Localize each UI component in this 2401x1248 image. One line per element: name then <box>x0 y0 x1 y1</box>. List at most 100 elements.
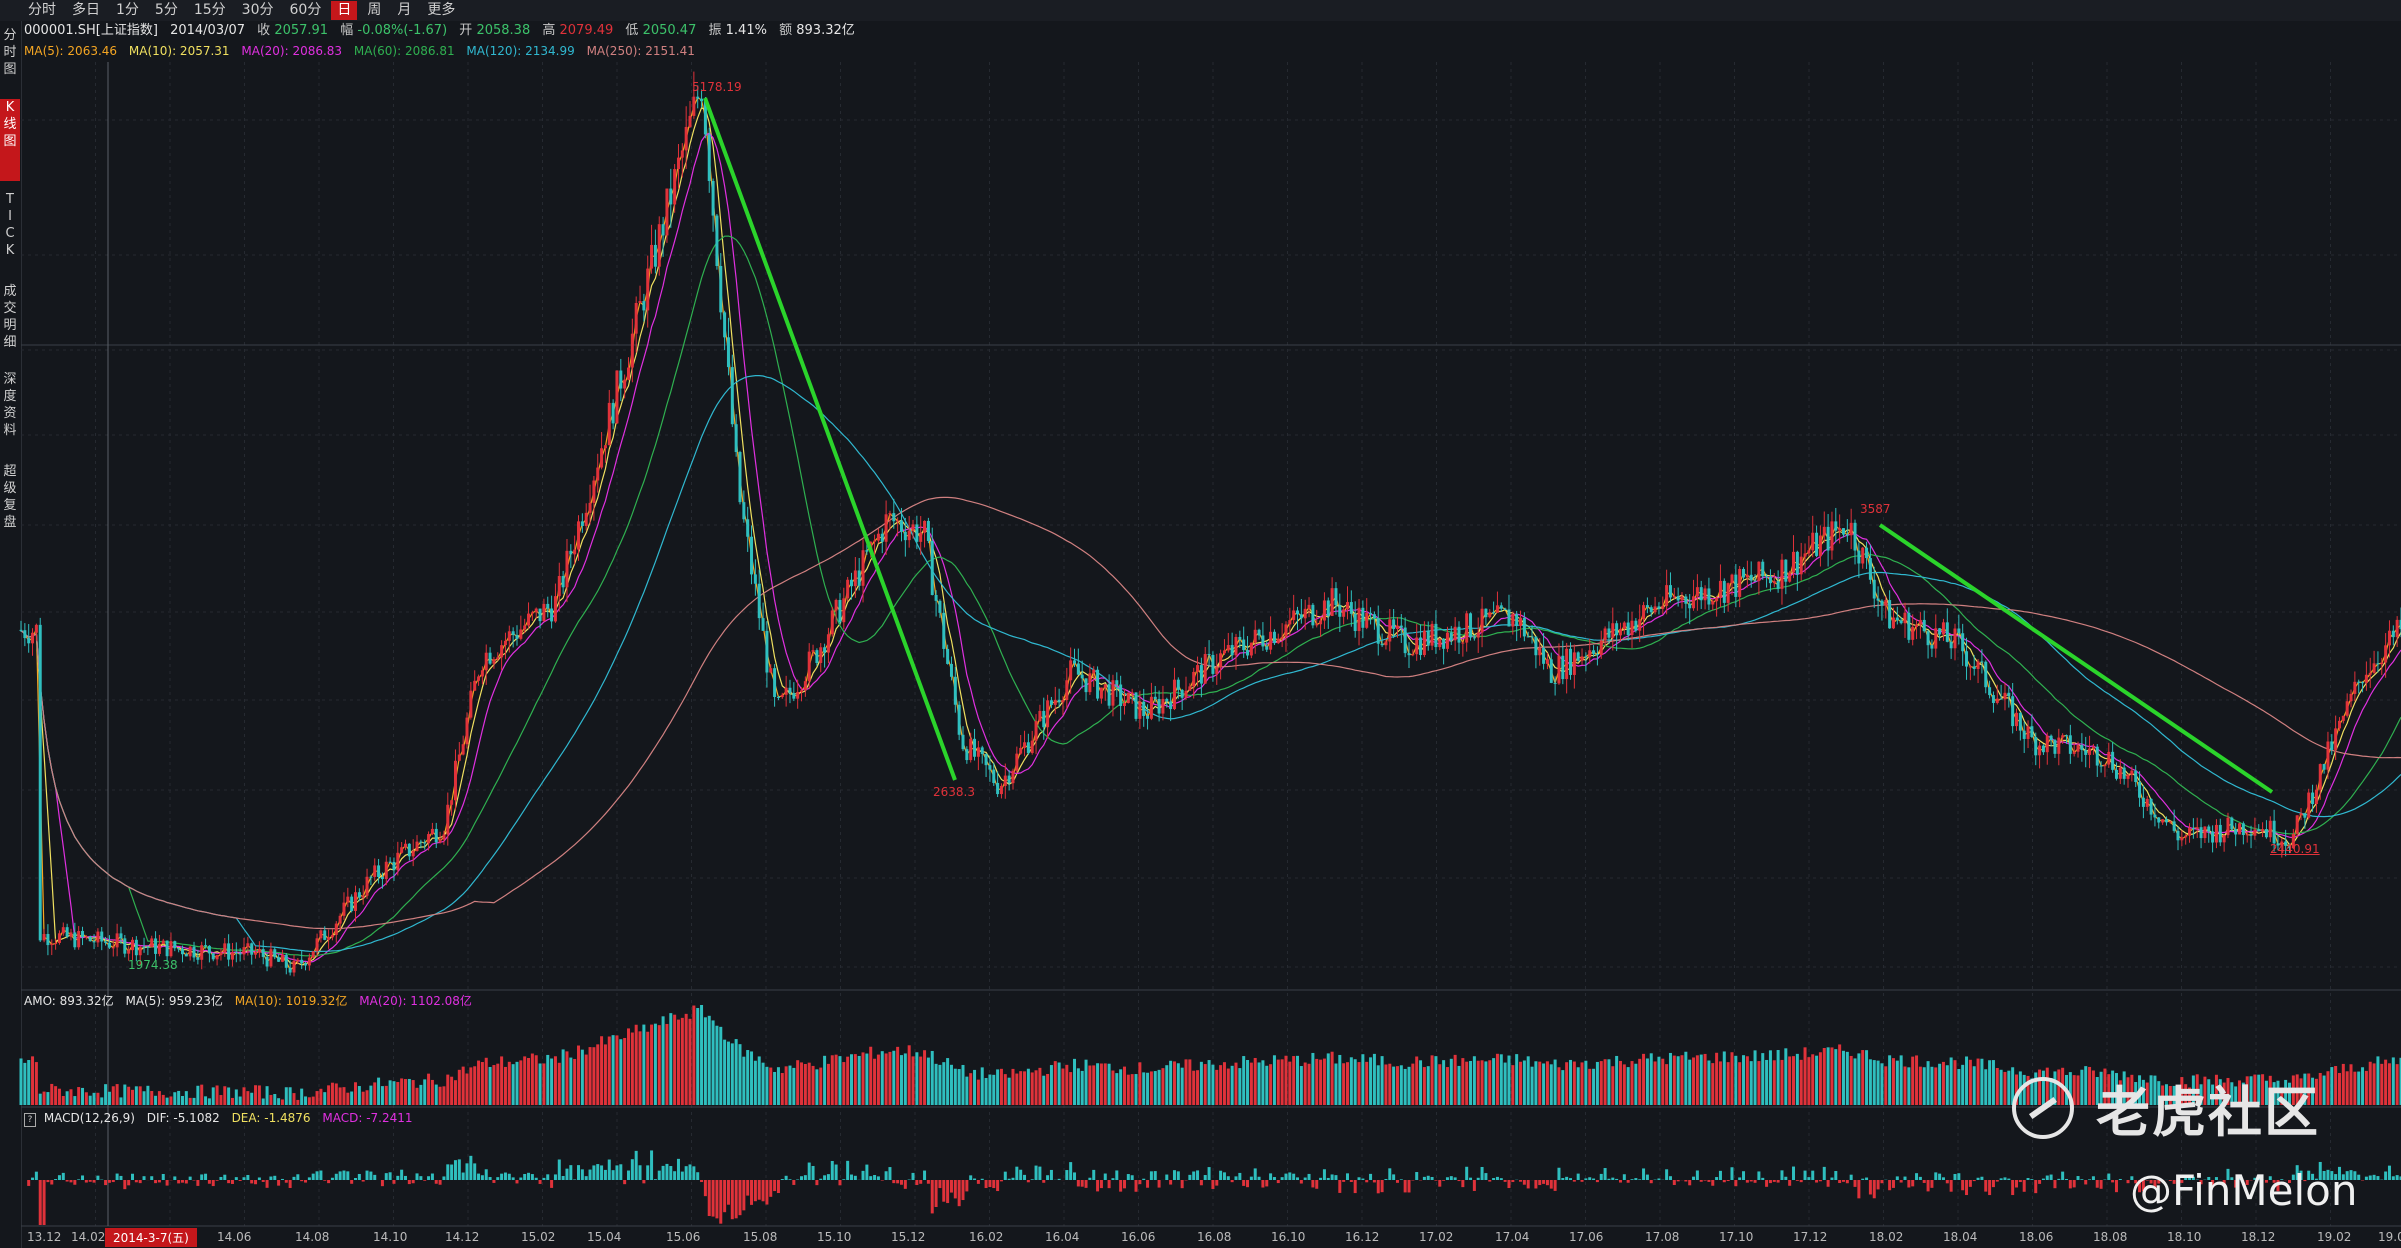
macd-bar <box>1999 1178 2003 1180</box>
candle-body <box>492 659 496 664</box>
candle-body <box>1407 653 1411 656</box>
volume-bar <box>377 1077 381 1105</box>
volume-bar <box>346 1092 350 1105</box>
volume-bar <box>553 1056 557 1105</box>
candle-body <box>2191 828 2195 830</box>
volume-bar <box>523 1056 527 1105</box>
candle-body <box>969 738 973 761</box>
side-tab-3[interactable]: 成交明细 <box>3 284 17 350</box>
volume-bar <box>1388 1063 1392 1105</box>
volume-bar <box>1988 1060 1992 1105</box>
stock-code: 000001.SH[上证指数] <box>24 23 158 38</box>
macd-bar <box>465 1163 469 1180</box>
volume-bar <box>603 1044 607 1105</box>
macd-bar <box>1157 1180 1161 1188</box>
candle-body <box>1426 630 1430 646</box>
period-tab-4[interactable]: 15分 <box>193 2 226 18</box>
period-tab-5[interactable]: 30分 <box>241 2 274 18</box>
volume-bar <box>2007 1070 2011 1105</box>
macd-bar <box>1011 1177 1015 1180</box>
side-tab-5[interactable]: 超级复盘 <box>3 464 17 530</box>
candle-body <box>1157 699 1161 714</box>
volume-bar <box>538 1063 542 1105</box>
period-tab-7[interactable]: 日 <box>331 1 358 20</box>
macd-bar <box>692 1166 696 1180</box>
volume-bar <box>238 1096 242 1105</box>
quote-date: 2014/03/07 <box>170 23 246 38</box>
candle-body <box>1392 619 1396 630</box>
candle-body <box>131 939 135 951</box>
macd-bar <box>1376 1180 1380 1194</box>
macd-bar <box>1345 1173 1349 1180</box>
macd-bar <box>2353 1171 2357 1180</box>
volume-bar <box>1995 1067 1999 1105</box>
side-tab-4[interactable]: 深度资料 <box>3 372 17 438</box>
candle-body <box>42 933 46 941</box>
macd-bar <box>2387 1165 2391 1180</box>
volume-bar <box>1142 1072 1146 1105</box>
macd-bar <box>1745 1180 1749 1183</box>
macd-bar <box>1657 1178 1661 1180</box>
period-tab-10[interactable]: 更多 <box>427 2 456 18</box>
period-tab-2[interactable]: 1分 <box>116 2 139 18</box>
volume-bar <box>354 1082 358 1105</box>
candle-body <box>1296 610 1300 615</box>
candle-body <box>1588 650 1592 658</box>
period-tab-9[interactable]: 月 <box>397 2 412 18</box>
candle-body <box>1449 632 1453 641</box>
macd-bar <box>761 1180 765 1202</box>
volume-bar <box>1392 1066 1396 1105</box>
candle-body <box>519 629 523 639</box>
volume-bar <box>1361 1054 1365 1105</box>
macd-bar <box>2095 1180 2099 1188</box>
macd-bar <box>615 1165 619 1180</box>
candle-body <box>1572 652 1576 675</box>
candle-body <box>1203 654 1207 684</box>
macd-bar <box>861 1170 865 1180</box>
candle-body <box>2103 764 2107 767</box>
volume-bar <box>873 1058 877 1105</box>
macd-bar <box>823 1175 827 1180</box>
period-tab-1[interactable]: 多日 <box>72 2 100 18</box>
candle-body <box>1422 630 1426 656</box>
side-tab-0[interactable]: 分时图 <box>3 28 17 77</box>
period-tab-8[interactable]: 周 <box>367 2 382 18</box>
volume-bar <box>2349 1064 2353 1105</box>
macd-bar <box>2303 1180 2307 1182</box>
amo-legend: AMO: 893.32亿 MA(5): 959.23亿 MA(10): 1019… <box>24 992 472 1010</box>
volume-bar <box>280 1099 284 1105</box>
candle-body <box>642 301 646 311</box>
volume-bar <box>57 1088 61 1105</box>
candle-body <box>1234 636 1238 656</box>
amo-ma10: MA(10): 1019.32亿 <box>234 994 348 1008</box>
candle-body <box>1753 580 1757 582</box>
candle-body <box>211 953 215 960</box>
volume-bar <box>1715 1052 1719 1105</box>
candle-body <box>350 896 354 911</box>
volume-bar <box>850 1054 854 1105</box>
help-icon[interactable]: ? <box>24 1113 36 1127</box>
volume-bar <box>434 1084 438 1105</box>
candle-body <box>1146 716 1150 719</box>
volume-bar <box>1342 1063 1346 1105</box>
volume-bar <box>530 1053 534 1105</box>
candle-body <box>1034 721 1038 741</box>
volume-bar <box>1365 1061 1369 1105</box>
macd-bar <box>1799 1180 1803 1183</box>
macd-bar <box>719 1180 723 1224</box>
macd-bar <box>215 1180 219 1181</box>
period-tab-6[interactable]: 60分 <box>289 2 322 18</box>
period-tab-3[interactable]: 5分 <box>154 2 178 18</box>
macd-bar <box>2049 1174 2053 1180</box>
volume-bar <box>1203 1064 1207 1105</box>
candle-body <box>911 524 915 531</box>
candle-body <box>657 224 661 267</box>
candle-body <box>1207 654 1211 656</box>
candle-body <box>1972 666 1976 669</box>
period-tab-0[interactable]: 分时 <box>28 2 56 18</box>
volume-bar <box>254 1085 258 1105</box>
macd-bar <box>1023 1174 1027 1180</box>
